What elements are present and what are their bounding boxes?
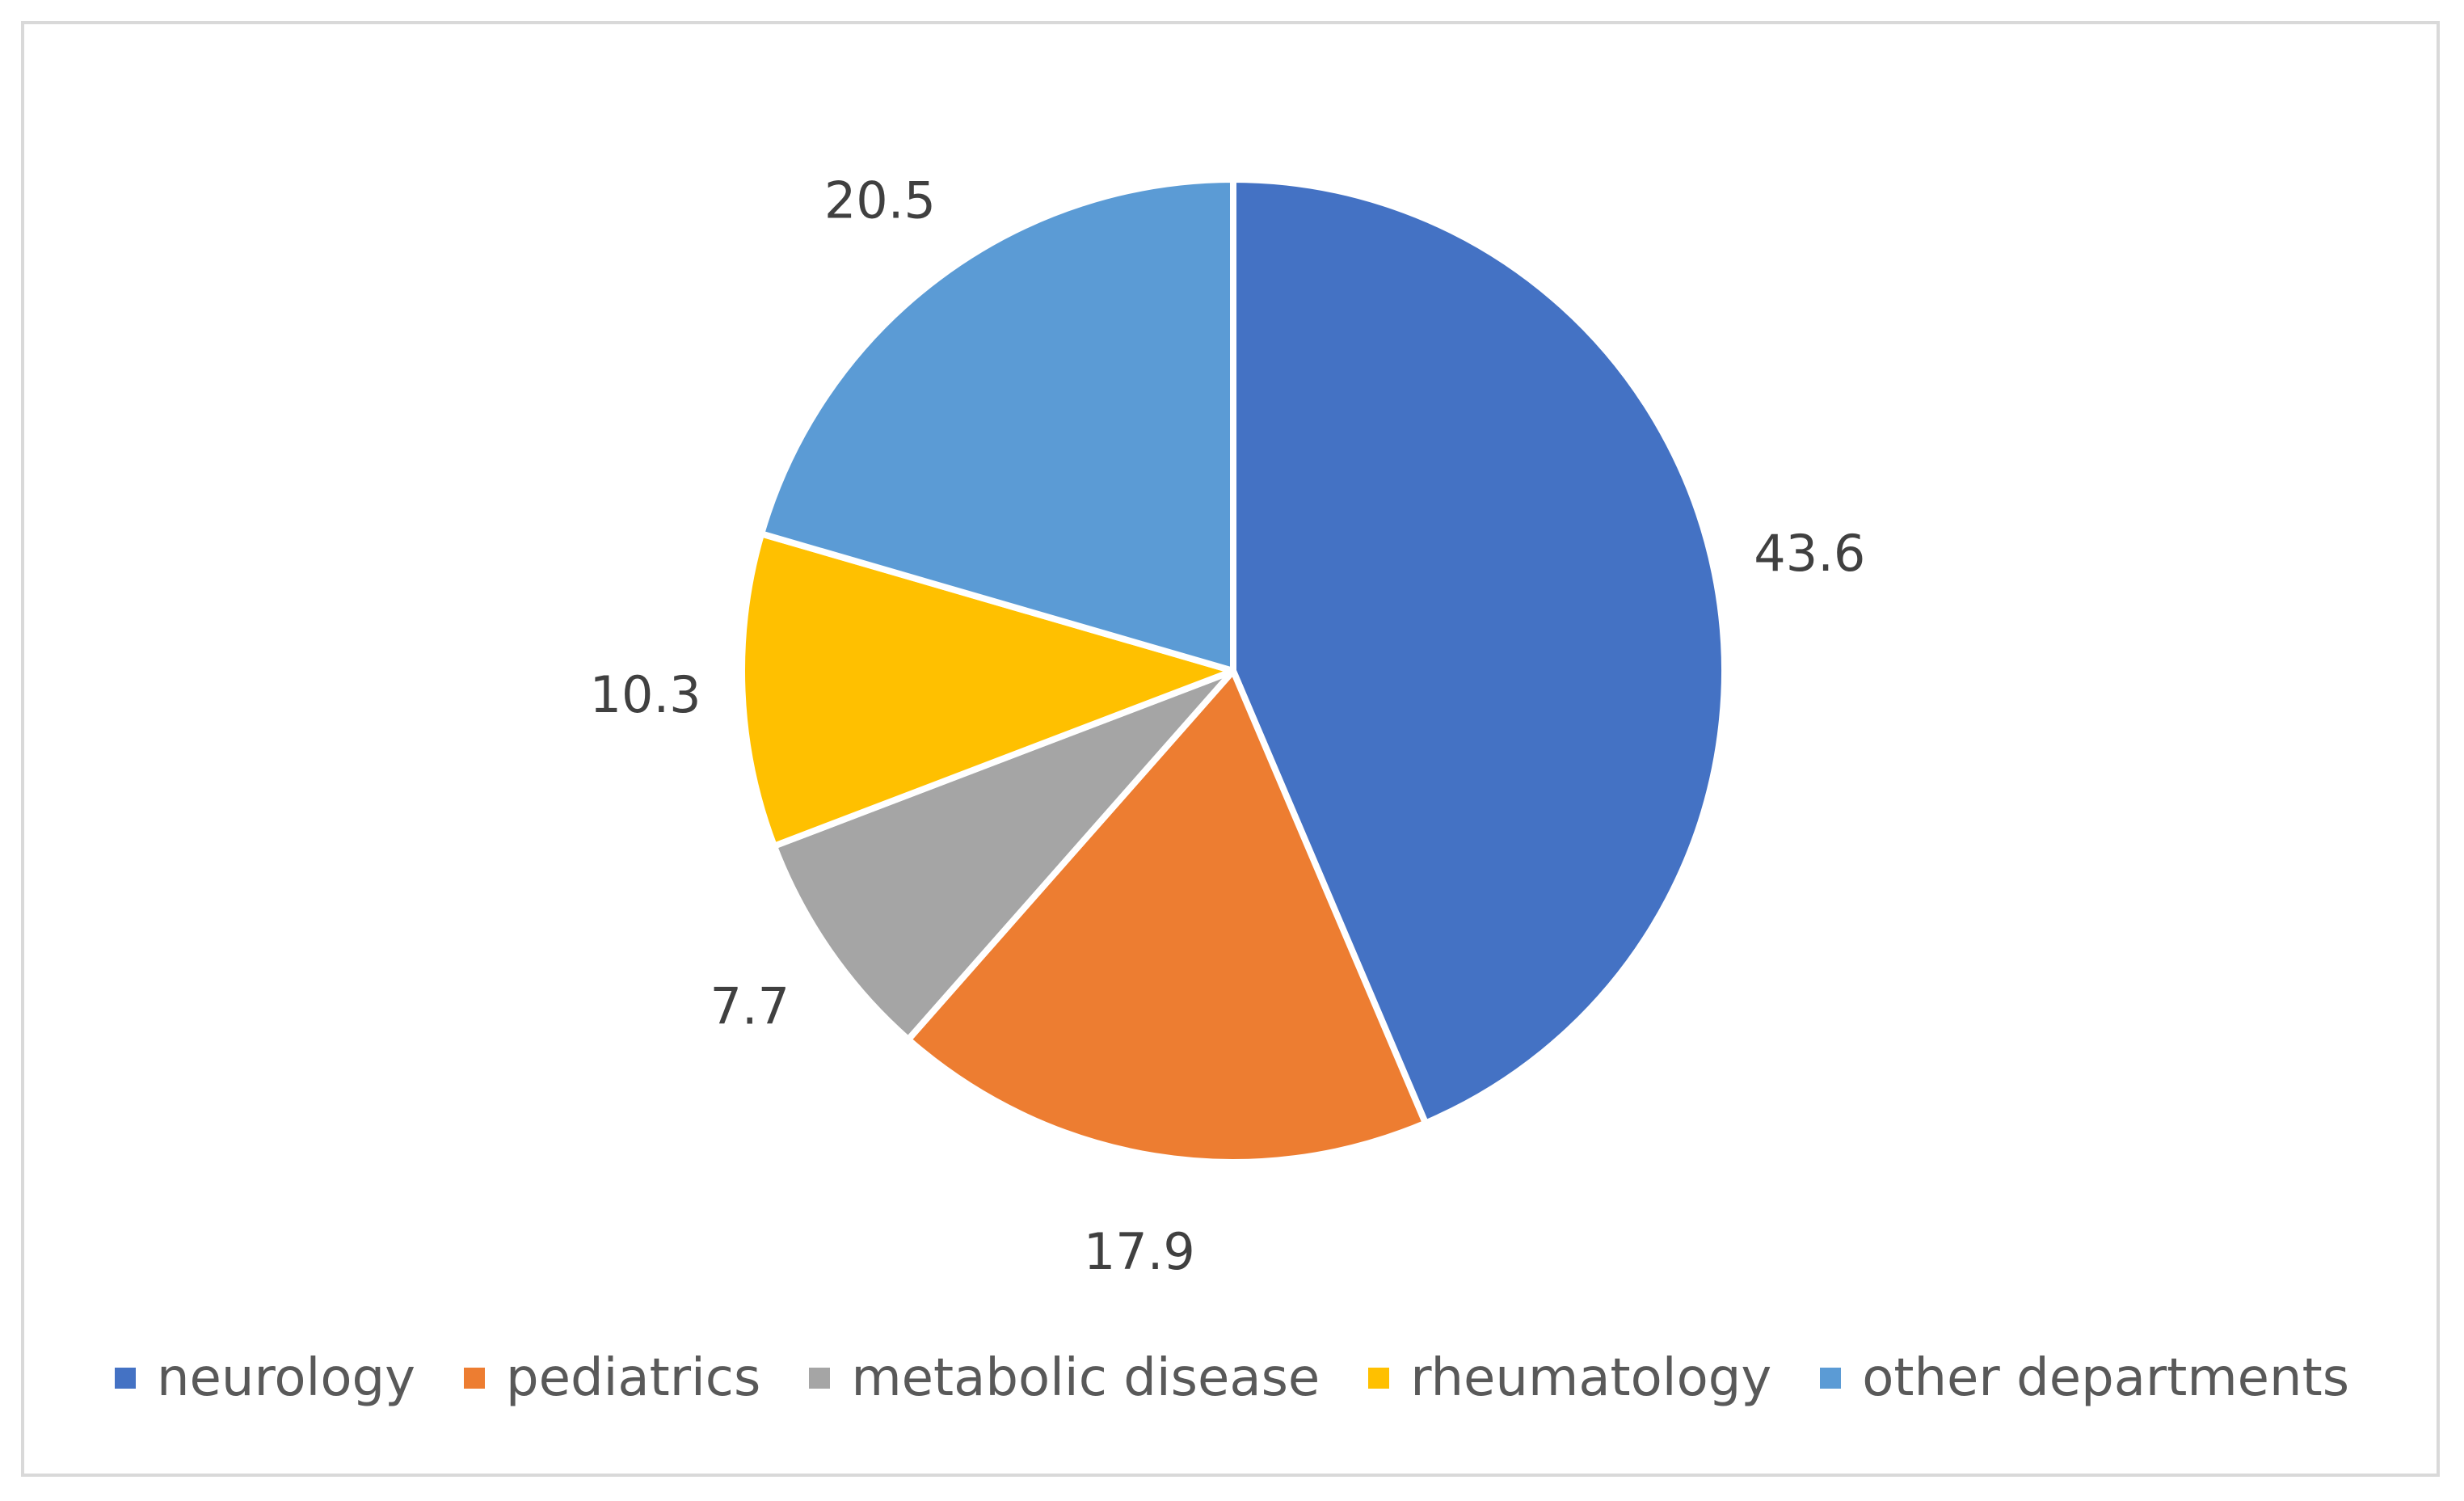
legend-swatch-rheumatology — [1368, 1368, 1390, 1389]
legend-label-rheumatology: rheumatology — [1410, 1348, 1772, 1408]
data-label-metabolic-disease: 7.7 — [710, 976, 790, 1035]
legend-item-neurology: neurology — [114, 1348, 415, 1408]
legend-item-rheumatology: rheumatology — [1368, 1348, 1771, 1408]
legend-item-metabolic-disease: metabolic disease — [809, 1348, 1320, 1408]
data-label-rheumatology: 10.3 — [590, 665, 701, 724]
pie-slice-pediatrics — [904, 668, 1429, 1166]
legend-item-other-departments: other departments — [1820, 1348, 2349, 1408]
pie-slices — [739, 176, 1729, 1166]
pie-slice-rheumatology — [739, 530, 1236, 850]
legend-label-neurology: neurology — [156, 1348, 415, 1408]
legend-label-metabolic-disease: metabolic disease — [851, 1348, 1320, 1408]
pie-slice-other-departments — [758, 176, 1236, 674]
legend-label-other-departments: other departments — [1862, 1348, 2350, 1408]
pie-slice-neurology — [1230, 176, 1729, 1127]
data-label-pediatrics: 17.9 — [1084, 1222, 1195, 1281]
legend-swatch-other-departments — [1820, 1368, 1842, 1389]
legend-swatch-metabolic-disease — [809, 1368, 831, 1389]
legend-swatch-neurology — [114, 1368, 136, 1389]
legend-item-pediatrics: pediatrics — [463, 1348, 761, 1408]
data-label-neurology: 43.6 — [1754, 524, 1865, 583]
legend: neurology pediatrics metabolic disease rheu… — [0, 1348, 2464, 1408]
pie-data-labels: 43.6 17.9 7.7 10.3 20.5 — [590, 171, 1866, 1281]
legend-label-pediatrics: pediatrics — [505, 1348, 761, 1408]
pie-slice-metabolic-disease — [770, 668, 1236, 1044]
legend-swatch-pediatrics — [463, 1368, 485, 1389]
data-label-other-departments: 20.5 — [824, 171, 936, 230]
